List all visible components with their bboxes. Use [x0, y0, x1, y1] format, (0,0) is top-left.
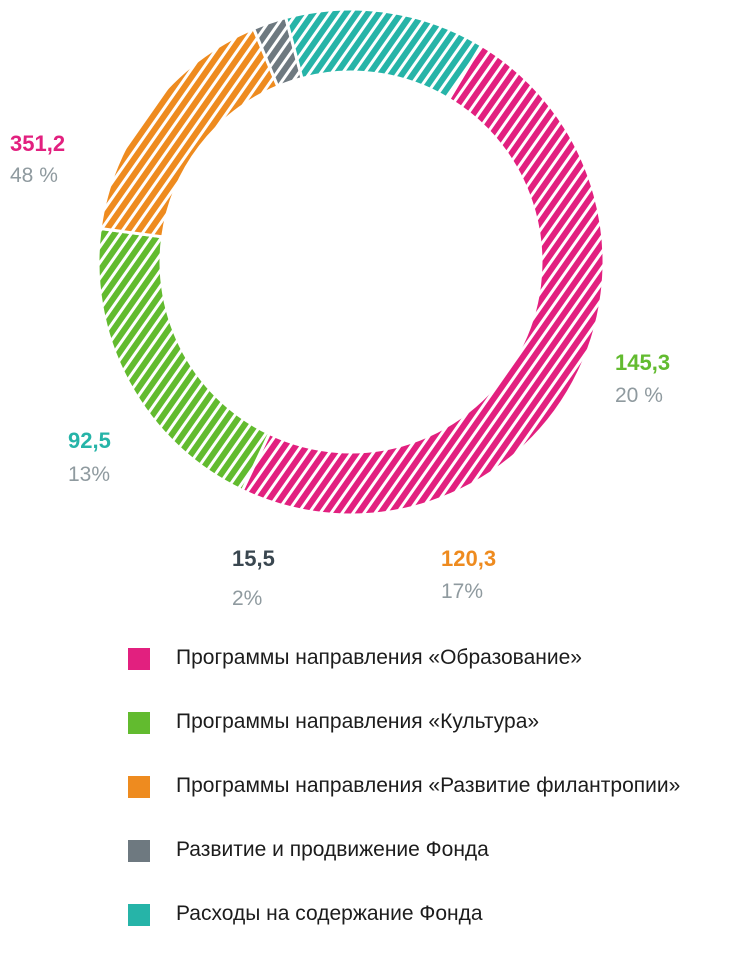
donut-slice-5 [283, 7, 484, 102]
legend-item-philanthropy: Программы направления «Развитие филантро… [128, 770, 748, 834]
legend-label: Программы направления «Культура» [176, 710, 540, 733]
donut-chart [96, 7, 606, 517]
value-label-culture: 145,3 [615, 350, 671, 375]
percent-label-culture: 20 % [615, 384, 663, 407]
legend-swatch [128, 904, 150, 926]
legend-item-maintenance: Расходы на содержание Фонда [128, 898, 748, 962]
legend-label: Программы направления «Образование» [176, 646, 582, 669]
legend-label: Программы направления «Развитие филантро… [176, 774, 681, 797]
legend: Программы направления «Образование» Прог… [128, 642, 748, 962]
value-label-promotion: 15,5 [232, 546, 275, 571]
legend-item-education: Программы направления «Образование» [128, 642, 748, 706]
percent-label-philanthropy: 17% [441, 580, 484, 603]
donut-slice-3 [98, 26, 280, 239]
value-label-philanthropy: 120,3 [441, 546, 497, 571]
legend-label: Расходы на содержание Фонда [176, 902, 483, 925]
value-label-education: 351,2 [10, 131, 66, 156]
percent-label-maintenance: 13% [68, 463, 111, 486]
legend-label: Развитие и продвижение Фонда [176, 838, 489, 861]
percent-label-promotion: 2% [232, 587, 263, 610]
legend-item-promotion: Развитие и продвижение Фонда [128, 834, 748, 898]
legend-item-culture: Программы направления «Культура» [128, 706, 748, 770]
percent-label-education: 48 % [10, 164, 58, 187]
legend-swatch [128, 648, 150, 670]
value-label-maintenance: 92,5 [68, 428, 111, 453]
legend-swatch [128, 840, 150, 862]
legend-swatch [128, 712, 150, 734]
donut-slice-1 [240, 43, 606, 517]
donut-slice-2 [96, 226, 272, 493]
legend-swatch [128, 776, 150, 798]
